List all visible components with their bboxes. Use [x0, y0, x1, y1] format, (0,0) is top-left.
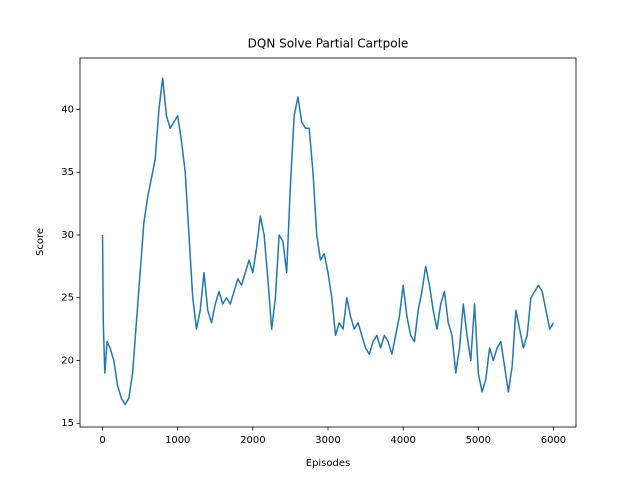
x-tick-label: 1000 — [165, 435, 190, 446]
x-tick-label: 3000 — [315, 435, 340, 446]
line-series — [101, 77, 555, 406]
chart-title: DQN Solve Partial Cartpole — [248, 37, 409, 51]
x-tick-label: 6000 — [541, 435, 566, 446]
x-tick-label: 0 — [99, 435, 105, 446]
y-tick-label: 15 — [61, 418, 74, 429]
y-tick-label: 25 — [61, 293, 74, 304]
x-tick-label: 2000 — [240, 435, 265, 446]
y-tick-label: 35 — [61, 167, 74, 178]
x-tick-label: 5000 — [466, 435, 491, 446]
y-tick-label: 20 — [61, 355, 74, 366]
y-tick-label: 30 — [61, 230, 74, 241]
y-axis-label: Score — [35, 228, 46, 256]
x-tick-label: 4000 — [390, 435, 415, 446]
x-axis-label: Episodes — [306, 458, 350, 469]
y-tick-label: 40 — [61, 104, 74, 115]
